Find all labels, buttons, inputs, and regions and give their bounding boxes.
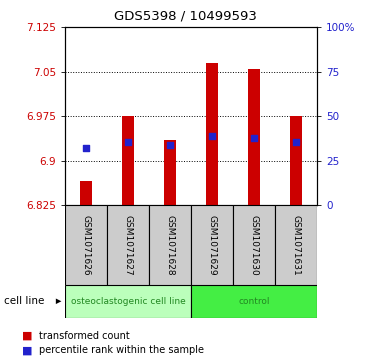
Point	[251, 135, 257, 141]
Bar	[206, 63, 218, 205]
Point	[293, 139, 299, 144]
Bar	[65, 205, 107, 285]
Bar	[149, 205, 191, 285]
Bar	[191, 285, 317, 318]
Text: osteoclastogenic cell line: osteoclastogenic cell line	[70, 297, 186, 306]
Text: GSM1071628: GSM1071628	[165, 215, 174, 276]
Bar	[290, 116, 302, 205]
Text: GSM1071626: GSM1071626	[82, 215, 91, 276]
Bar	[65, 285, 191, 318]
Point	[167, 142, 173, 148]
Bar	[233, 205, 275, 285]
Bar	[107, 205, 149, 285]
Text: GSM1071630: GSM1071630	[250, 215, 259, 276]
Text: GSM1071629: GSM1071629	[208, 215, 217, 276]
Text: cell line: cell line	[4, 296, 44, 306]
Text: percentile rank within the sample: percentile rank within the sample	[39, 345, 204, 355]
Text: control: control	[239, 297, 270, 306]
Text: transformed count: transformed count	[39, 331, 130, 341]
Bar	[275, 205, 317, 285]
Text: ■: ■	[22, 331, 33, 341]
Bar	[191, 205, 233, 285]
Text: ■: ■	[22, 345, 33, 355]
Point	[209, 133, 215, 139]
Bar	[248, 69, 260, 205]
Text: GSM1071631: GSM1071631	[292, 215, 301, 276]
Bar	[122, 116, 134, 205]
Point	[125, 139, 131, 144]
Text: GDS5398 / 10499593: GDS5398 / 10499593	[114, 9, 257, 22]
Bar	[80, 182, 92, 205]
Text: GSM1071627: GSM1071627	[124, 215, 132, 276]
Point	[83, 145, 89, 151]
Bar	[164, 140, 176, 205]
